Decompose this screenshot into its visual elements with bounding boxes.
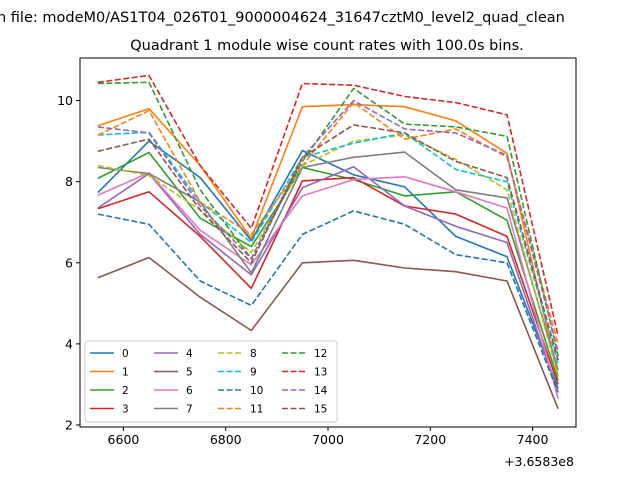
x-axis-offset-label: +3.6583e8 (504, 454, 574, 469)
legend-label-9: 9 (250, 367, 257, 379)
legend-box (84, 340, 338, 423)
series-line-10 (97, 210, 559, 393)
x-tick-label: 7000 (312, 432, 344, 447)
x-axis: 6600 6800 7000 7200 7400 (108, 427, 549, 447)
legend-label-3: 3 (122, 404, 129, 416)
series-line-3 (97, 176, 559, 385)
series-line-8 (97, 134, 559, 377)
y-tick-label: 6 (65, 255, 73, 270)
legend-label-15: 15 (314, 404, 327, 416)
legend-label-8: 8 (250, 348, 257, 360)
legend-label-2: 2 (122, 385, 129, 397)
legend-label-14: 14 (314, 385, 328, 397)
series-group (97, 74, 559, 410)
legend-label-13: 13 (314, 367, 327, 379)
x-tick-label: 6800 (210, 432, 242, 447)
x-tick-label: 7400 (517, 432, 549, 447)
legend-label-12: 12 (314, 348, 327, 360)
y-tick-label: 8 (65, 174, 73, 189)
series-line-12 (97, 81, 559, 357)
chart-title: Quadrant 1 module wise count rates with … (130, 38, 524, 54)
x-tick-label: 6600 (108, 432, 140, 447)
legend-label-10: 10 (250, 385, 263, 397)
series-line-6 (97, 172, 559, 399)
series-line-11 (97, 101, 559, 345)
legend-label-6: 6 (186, 385, 193, 397)
figure-suptitle: n file: modeM0/AS1T04_026T01_9000004624_… (0, 10, 565, 26)
legend-label-5: 5 (186, 367, 193, 379)
y-tick-label: 4 (65, 336, 73, 351)
series-line-14 (97, 99, 559, 353)
legend-label-1: 1 (122, 367, 129, 379)
series-line-5 (97, 256, 559, 410)
y-tick-label: 10 (57, 93, 73, 108)
legend-label-4: 4 (186, 348, 193, 360)
legend-label-7: 7 (186, 404, 193, 416)
series-line-7 (97, 151, 559, 371)
x-tick-label: 7200 (414, 432, 446, 447)
series-line-9 (97, 131, 559, 365)
y-tick-label: 2 (65, 417, 73, 432)
series-line-2 (97, 151, 559, 381)
legend-label-11: 11 (250, 404, 263, 416)
y-axis: 2 4 6 8 10 (57, 93, 80, 432)
series-line-4 (97, 165, 559, 393)
legend-label-0: 0 (122, 348, 129, 360)
series-line-15 (97, 124, 559, 361)
series-line-13 (97, 74, 559, 336)
